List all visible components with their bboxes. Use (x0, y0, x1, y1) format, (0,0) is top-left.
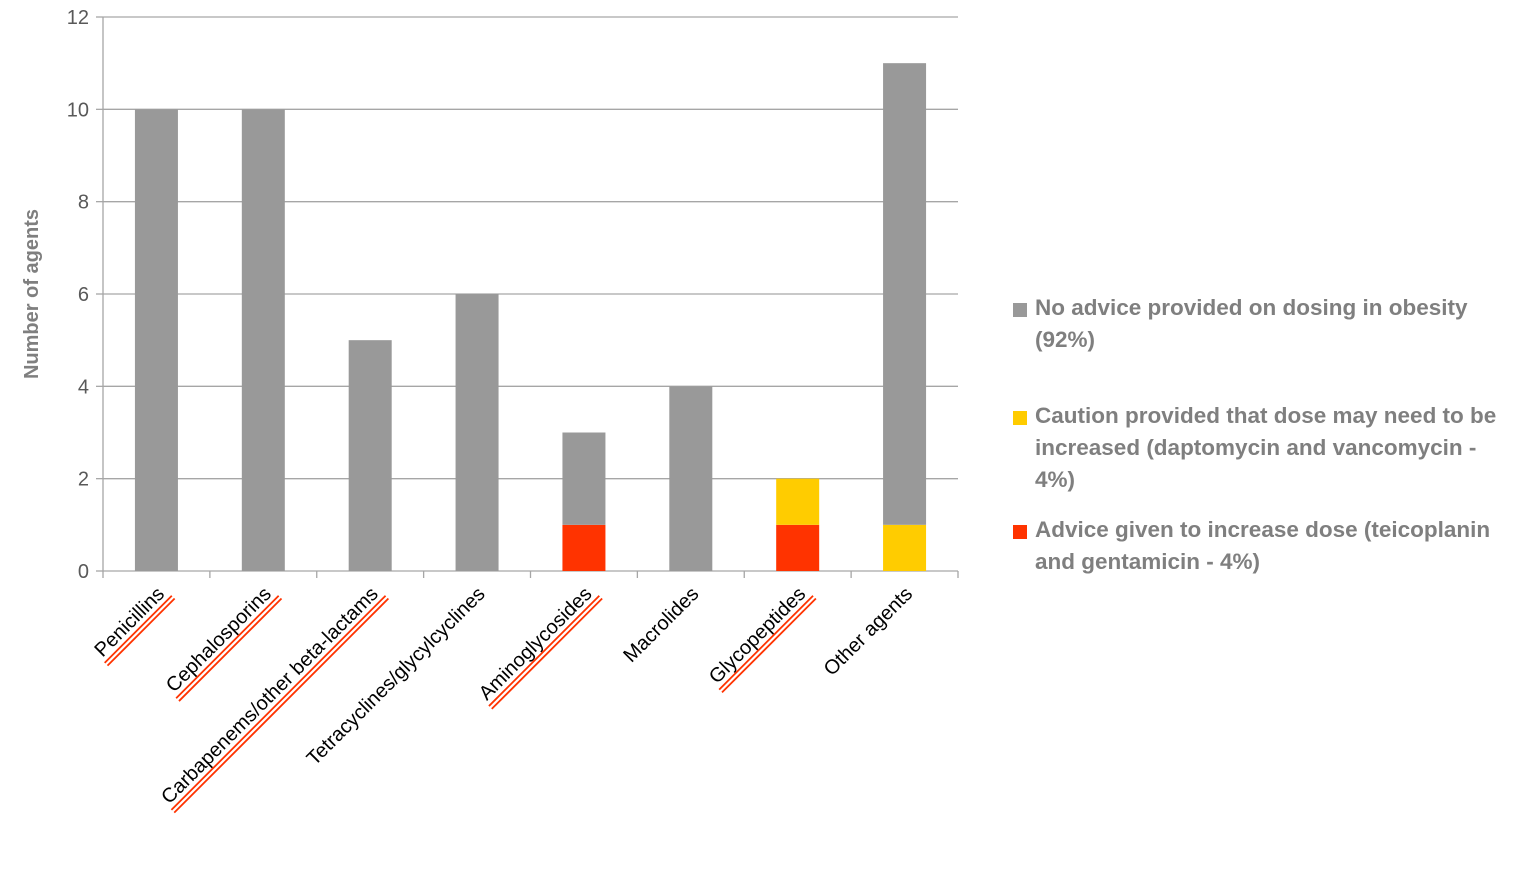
bar-segment (562, 432, 606, 525)
legend-swatch (1013, 303, 1027, 317)
legend-item: Advice given to increase dose (teicoplan… (1013, 514, 1518, 578)
legend-item: No advice provided on dosing in obesity … (1013, 292, 1518, 356)
bar-segment (241, 109, 285, 571)
category-underline (721, 597, 817, 694)
y-tick-label: 10 (67, 99, 89, 121)
bar-segment (348, 340, 392, 571)
legend-label: No advice provided on dosing in obesity … (1035, 295, 1468, 352)
category-label-group: Glycopeptides (705, 583, 817, 694)
category-label-group: Macrolides (619, 583, 703, 667)
category-label: Penicillins (91, 583, 169, 661)
category-label: Tetracyclines/glycylcyclines (303, 583, 490, 770)
category-underline (491, 597, 603, 710)
y-tick-label: 8 (78, 192, 89, 214)
category-underline (106, 597, 176, 667)
category-underline (173, 597, 390, 814)
category-label: Aminoglycosides (475, 583, 597, 705)
category-underline (170, 595, 387, 811)
y-tick-label: 4 (78, 376, 89, 398)
category-underline (488, 595, 600, 707)
legend-item: Caution provided that dose may need to b… (1013, 400, 1518, 496)
axes: 0 2 4 6 8 10 12 (67, 7, 959, 583)
category-label-group: Cephalosporins (162, 583, 283, 702)
legend: No advice provided on dosing in obesity … (1013, 292, 1518, 578)
category-underline (718, 595, 814, 691)
legend-label: Advice given to increase dose (teicoplan… (1035, 517, 1491, 574)
bar-segment (883, 524, 927, 571)
legend-label: Caution provided that dose may need to b… (1035, 403, 1497, 492)
category-label: Macrolides (619, 583, 703, 667)
category-label: Other agents (820, 583, 917, 680)
category-label: Glycopeptides (705, 583, 810, 688)
bar-segment (455, 294, 499, 571)
bar-segment (669, 386, 713, 571)
bar-segment (562, 524, 606, 571)
category-label-group: Carbapenems/other beta-lactams (157, 583, 390, 814)
category-label-group: Tetracyclines/glycylcyclines (303, 583, 490, 770)
category-label: Cephalosporins (162, 583, 276, 697)
y-tick-label: 12 (67, 7, 89, 29)
bars (134, 63, 927, 571)
legend-swatch (1013, 525, 1027, 539)
category-underline (104, 595, 173, 664)
category-label-group: Aminoglycosides (475, 583, 603, 710)
bar-segment (883, 63, 927, 525)
category-label-group: Other agents (820, 583, 917, 680)
category-labels: PenicillinsCephalosporinsCarbapenems/oth… (91, 583, 917, 814)
legend-swatch (1013, 411, 1027, 425)
bar-segment (776, 524, 820, 571)
category-label-group: Penicillins (91, 583, 176, 667)
category-underline (175, 595, 280, 699)
bar-segment (776, 478, 820, 525)
bar-segment (134, 109, 178, 571)
y-tick-label: 6 (78, 284, 89, 306)
gridlines (103, 16, 958, 480)
y-tick-label: 0 (78, 561, 89, 583)
category-underline (178, 597, 283, 702)
category-label: Carbapenems/other beta-lactams (157, 583, 382, 808)
y-tick-label: 2 (78, 469, 89, 491)
y-axis-title: Number of agents (21, 209, 43, 379)
